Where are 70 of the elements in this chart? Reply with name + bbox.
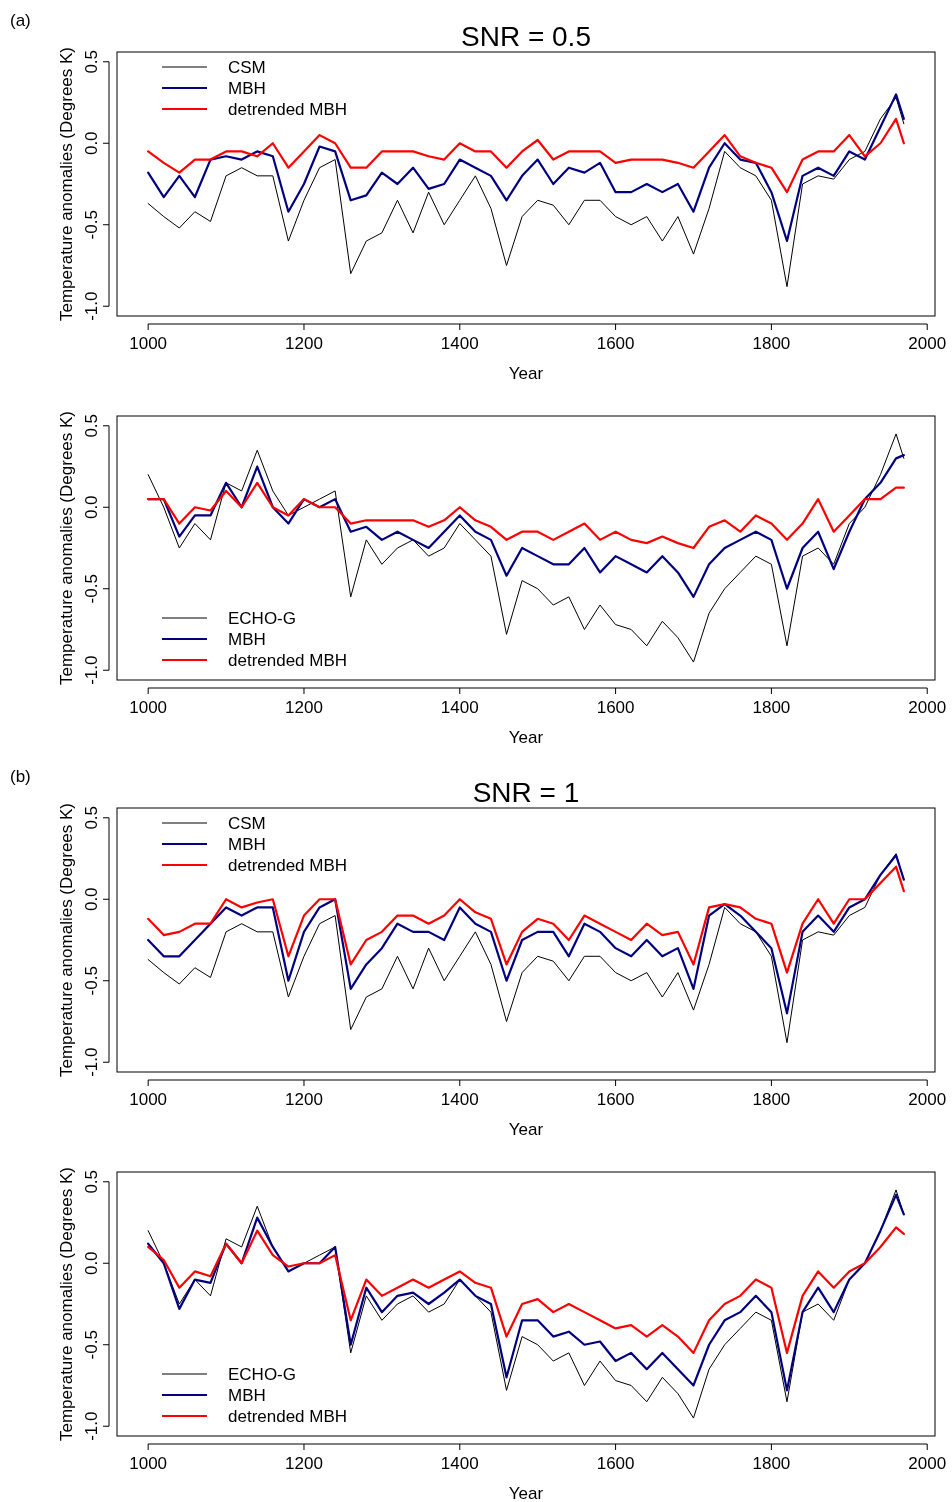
x-axis-title: Year xyxy=(508,364,544,383)
x-tick-label: 1400 xyxy=(440,1090,479,1109)
x-tick-label: 1000 xyxy=(129,1090,168,1109)
chart-title: SNR = 0.5 xyxy=(461,21,591,52)
legend-label: detrended MBH xyxy=(228,100,348,119)
y-tick-label: -0.5 xyxy=(82,966,101,996)
x-tick-label: 1600 xyxy=(596,334,635,353)
x-tick-label: 1200 xyxy=(285,334,323,353)
x-tick-label: 1600 xyxy=(596,1090,635,1109)
line-series xyxy=(147,1226,905,1354)
y-tick-label: 0.0 xyxy=(82,495,101,520)
line-series xyxy=(147,854,905,1015)
legend-label: MBH xyxy=(228,79,266,98)
x-axis-title: Year xyxy=(508,1120,544,1139)
x-tick-label: 1000 xyxy=(129,698,168,717)
y-tick-label: 0.5 xyxy=(82,49,101,74)
chart-title: SNR = 1 xyxy=(472,777,580,808)
y-tick-label: 0.0 xyxy=(82,887,101,912)
line-series xyxy=(147,117,905,194)
text: (b) xyxy=(10,767,31,786)
x-tick-label: 1400 xyxy=(440,1454,479,1473)
legend-label: MBH xyxy=(228,835,266,854)
x-axis-title: Year xyxy=(508,1484,544,1502)
legend-label: MBH xyxy=(228,630,266,649)
x-tick-label: 2000 xyxy=(908,334,947,353)
line-series xyxy=(147,97,905,288)
y-tick-label: -1.0 xyxy=(82,1411,101,1441)
x-tick-label: 2000 xyxy=(908,1090,947,1109)
x-tick-label: 1800 xyxy=(752,334,791,353)
y-tick-label: -0.5 xyxy=(82,1330,101,1360)
y-tick-label: 0.5 xyxy=(82,805,101,830)
x-tick-label: 2000 xyxy=(908,1454,947,1473)
x-tick-label: 1400 xyxy=(440,698,479,717)
y-tick-label: -1.0 xyxy=(82,291,101,321)
legend-label: detrended MBH xyxy=(228,856,348,875)
legend-label: MBH xyxy=(228,1386,266,1405)
text: (a) xyxy=(10,11,31,30)
x-tick-label: 1000 xyxy=(129,1454,168,1473)
x-tick-label: 1400 xyxy=(440,334,479,353)
legend-label: CSM xyxy=(228,58,266,77)
x-tick-label: 1800 xyxy=(752,1454,791,1473)
y-axis-title: Temperature anomalies (Degrees K) xyxy=(57,410,76,686)
x-tick-label: 1200 xyxy=(285,1454,323,1473)
y-axis-title: Temperature anomalies (Degrees K) xyxy=(57,1166,76,1442)
x-tick-label: 1600 xyxy=(596,698,635,717)
y-axis-title: Temperature anomalies (Degrees K) xyxy=(57,46,76,322)
legend-label: ECHO-G xyxy=(228,1365,296,1384)
y-axis-title: Temperature anomalies (Degrees K) xyxy=(57,802,76,1078)
x-tick-label: 1800 xyxy=(752,1090,791,1109)
legend-label: detrended MBH xyxy=(228,651,348,670)
x-tick-label: 1800 xyxy=(752,698,791,717)
x-tick-label: 1200 xyxy=(285,698,323,717)
y-tick-label: -1.0 xyxy=(82,1047,101,1077)
line-series xyxy=(147,93,905,243)
x-tick-label: 1000 xyxy=(129,334,168,353)
x-tick-label: 1200 xyxy=(285,1090,323,1109)
line-series xyxy=(147,481,905,550)
legend-label: ECHO-G xyxy=(228,609,296,628)
y-tick-label: 0.0 xyxy=(82,131,101,156)
x-tick-label: 1600 xyxy=(596,1454,635,1473)
y-tick-label: -0.5 xyxy=(82,574,101,604)
y-tick-label: 0.0 xyxy=(82,1251,101,1276)
legend-label: detrended MBH xyxy=(228,1407,348,1426)
y-tick-label: 0.5 xyxy=(82,1169,101,1194)
x-axis-title: Year xyxy=(508,728,544,747)
y-tick-label: 0.5 xyxy=(82,413,101,438)
legend-label: CSM xyxy=(228,814,266,833)
x-tick-label: 2000 xyxy=(908,698,947,717)
y-tick-label: -0.5 xyxy=(82,210,101,240)
y-tick-label: -1.0 xyxy=(82,655,101,685)
